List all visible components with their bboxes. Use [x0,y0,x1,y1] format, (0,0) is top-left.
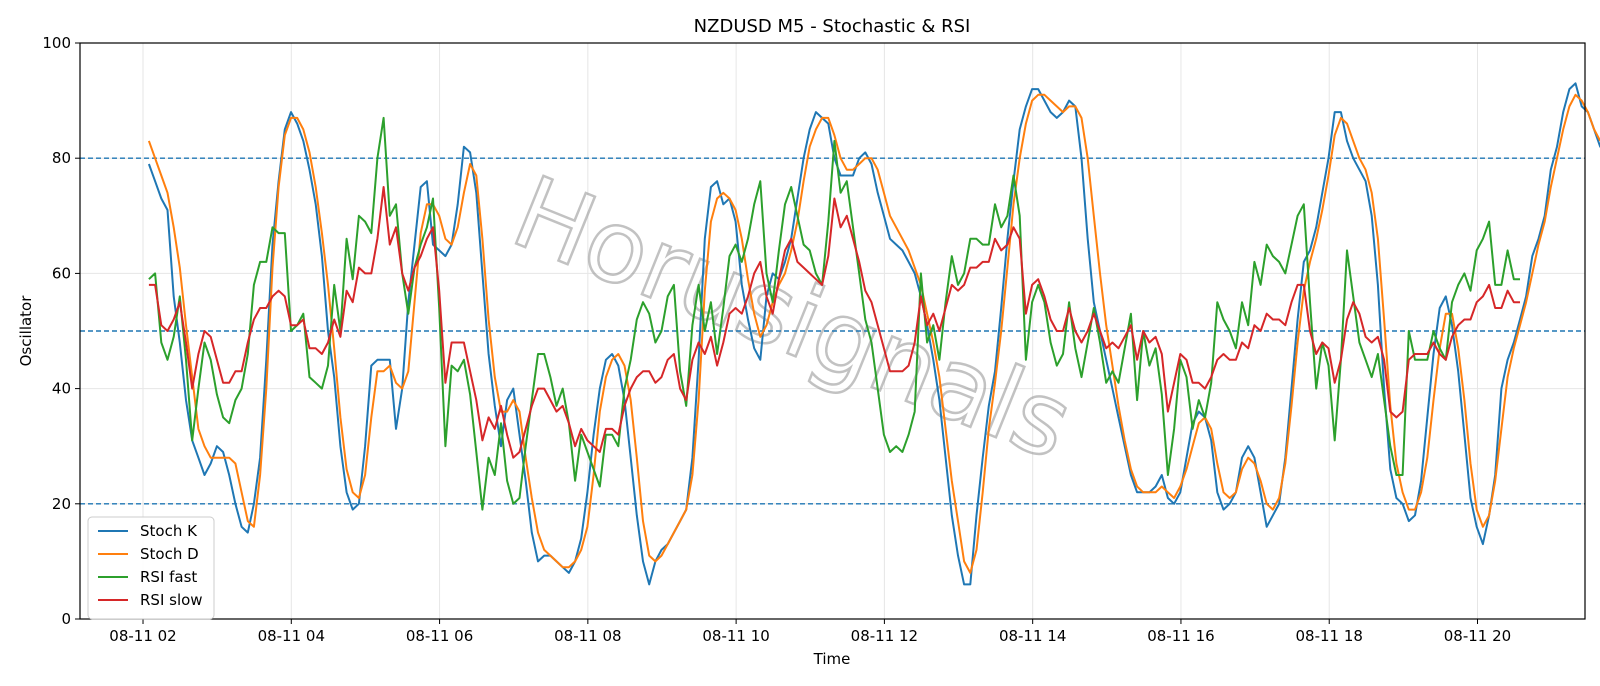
x-tick-label: 08-11 04 [258,627,325,645]
y-tick-label: 80 [52,149,71,167]
series-line-stoch-d [147,93,1600,574]
legend-label: Stoch D [140,545,199,563]
legend-box [87,516,215,620]
y-tick-label: 40 [52,380,71,398]
legend-label: RSI fast [140,568,197,586]
y-tick-label: 100 [42,34,71,52]
x-tick-label: 08-11 08 [554,627,621,645]
x-ticks: 08-11 02 08-11 04 08-11 06 08-11 08 08-11 10… [109,619,1511,645]
series-line-stoch-k [147,82,1600,586]
x-tick-label: 08-11 18 [1295,627,1362,645]
plot-frame [79,42,1586,620]
y-tick-label: 0 [61,610,71,628]
x-tick-label: 08-11 10 [702,627,769,645]
y-axis-label: Oscillator [17,295,35,367]
legend-label: RSI slow [140,591,203,609]
x-tick-label: 08-11 14 [999,627,1066,645]
y-ticks: 0 20 40 60 80 100 [42,34,80,628]
y-tick-label: 20 [52,495,71,513]
chart-title: NZDUSD M5 - Stochastic & RSI [694,16,971,37]
x-tick-label: 08-11 06 [406,627,473,645]
series-line-rsi-fast [148,116,1520,511]
series-line-rsi-slow [148,186,1520,459]
x-tick-label: 08-11 16 [1147,627,1214,645]
x-tick-label: 08-11 02 [109,627,176,645]
legend: Stoch K Stoch D RSI fast RSI slow [87,516,215,620]
x-axis-label: Time [813,650,851,668]
series-layer [147,82,1600,586]
y-tick-label: 60 [52,264,71,282]
x-tick-label: 08-11 12 [851,627,918,645]
legend-label: Stoch K [140,522,198,540]
x-tick-label: 08-11 20 [1444,627,1511,645]
